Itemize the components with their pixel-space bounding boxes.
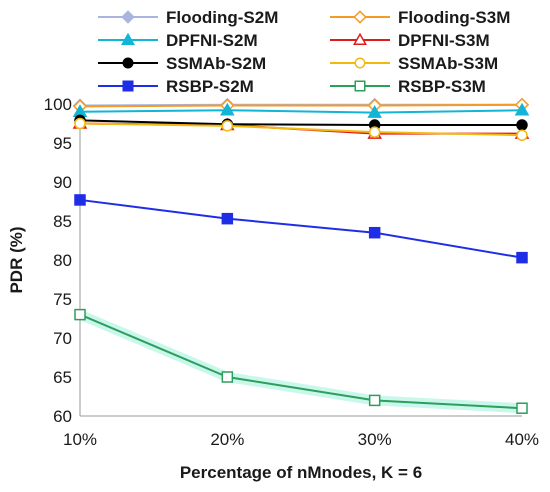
- x-axis-title: Percentage of nMnodes, K = 6: [180, 463, 422, 482]
- legend-item-ssmab-s3m: SSMAb-S3M: [330, 54, 498, 73]
- y-tick-label: 75: [53, 290, 72, 309]
- series-line: [79, 103, 523, 108]
- x-tick-label: 40%: [505, 430, 539, 449]
- y-axis-ticks: 60 65 70 75 80 85 90 95 100: [44, 95, 72, 426]
- legend-label: RSBP-S2M: [166, 77, 254, 96]
- legend-marker: [121, 10, 135, 24]
- legend-item-ssmab-s2m: SSMAb-S2M: [98, 54, 266, 73]
- x-tick-label: 20%: [210, 430, 244, 449]
- series-line: [79, 313, 523, 410]
- legend: Flooding-S2M Flooding-S3M DPFNI-S2M DPFNI-S…: [98, 8, 510, 96]
- y-tick-label: 70: [53, 329, 72, 348]
- data-point: [220, 102, 235, 116]
- legend-label: SSMAb-S2M: [166, 54, 266, 73]
- y-tick-label: 65: [53, 368, 72, 387]
- plot-area: [72, 97, 530, 414]
- series-dpfni-s3m: [72, 115, 530, 139]
- legend-item-rsbp-s3m: RSBP-S3M: [330, 77, 486, 96]
- data-point: [74, 117, 86, 130]
- legend-marker: [122, 57, 134, 69]
- x-tick-label: 10%: [63, 430, 97, 449]
- data-point: [516, 402, 528, 414]
- y-axis-title: PDR (%): [7, 226, 26, 293]
- legend-item-rsbp-s2m: RSBP-S2M: [98, 77, 254, 96]
- legend-marker: [354, 80, 366, 92]
- y-tick-label: 90: [53, 173, 72, 192]
- series-ssmab-s2m: [74, 114, 528, 131]
- x-axis-ticks: 10% 20% 30% 40%: [63, 430, 539, 449]
- data-point: [367, 105, 382, 118]
- series-line: [79, 198, 523, 259]
- y-tick-label: 85: [53, 212, 72, 231]
- data-point: [516, 251, 528, 264]
- data-point: [368, 126, 381, 138]
- legend-item-dpfni-s2m: DPFNI-S2M: [98, 31, 258, 50]
- series-line: [79, 119, 522, 127]
- series-ssmab-s3m: [74, 117, 528, 141]
- legend-marker: [122, 80, 134, 92]
- legend-marker: [121, 32, 135, 46]
- legend-marker: [353, 10, 367, 24]
- data-point: [74, 194, 86, 206]
- series-rsbp-s2m: [74, 194, 528, 264]
- y-tick-label: 60: [53, 407, 72, 426]
- legend-label: Flooding-S2M: [166, 8, 278, 27]
- legend-label: DPFNI-S3M: [398, 31, 490, 50]
- data-point: [368, 226, 381, 239]
- series-dpfni-s2m: [72, 102, 530, 118]
- legend-label: RSBP-S3M: [398, 77, 486, 96]
- legend-item-flooding-s3m: Flooding-S3M: [330, 8, 510, 27]
- data-point: [221, 212, 234, 225]
- data-point: [221, 371, 234, 383]
- data-point: [368, 394, 381, 407]
- data-point: [514, 102, 530, 116]
- series-glow: [78, 309, 523, 414]
- data-point: [516, 119, 528, 131]
- series-rsbp-s3m: [74, 308, 528, 414]
- y-tick-label: 100: [44, 95, 72, 114]
- x-tick-label: 30%: [358, 430, 392, 449]
- legend-label: DPFNI-S2M: [166, 31, 258, 50]
- legend-label: Flooding-S3M: [398, 8, 510, 27]
- legend-item-flooding-s2m: Flooding-S2M: [98, 8, 278, 27]
- data-point: [74, 308, 86, 321]
- y-tick-label: 80: [53, 251, 72, 270]
- data-point: [516, 129, 528, 141]
- y-tick-label: 95: [53, 134, 72, 153]
- series-line: [79, 122, 523, 137]
- legend-marker: [353, 32, 367, 46]
- legend-item-dpfni-s3m: DPFNI-S3M: [330, 31, 490, 50]
- data-point: [221, 120, 234, 132]
- legend-label: SSMAb-S3M: [398, 54, 498, 73]
- legend-marker: [354, 57, 366, 69]
- series-line: [79, 109, 523, 114]
